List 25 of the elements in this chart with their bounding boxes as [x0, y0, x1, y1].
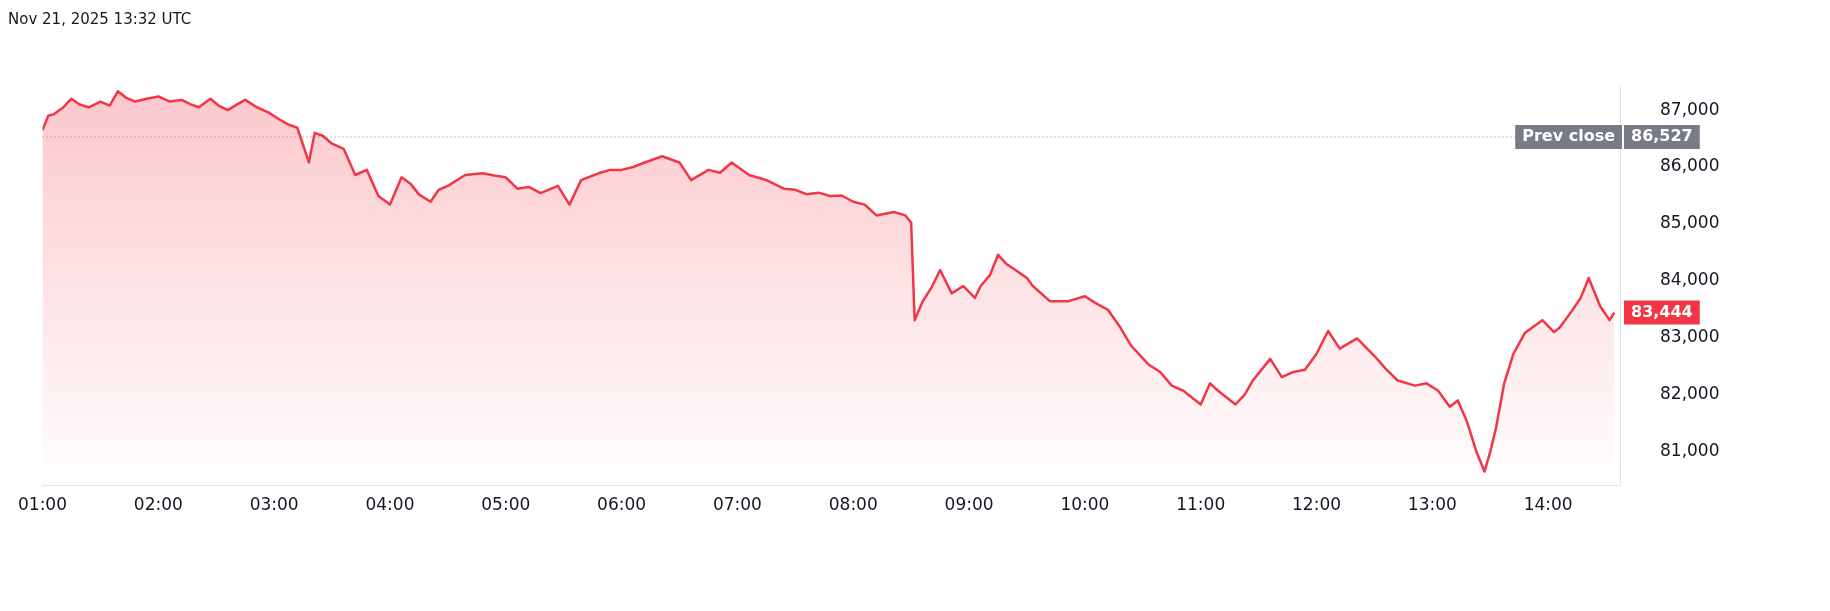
x-tick-label: 01:00: [18, 494, 67, 515]
y-tick-label: 86,000: [1660, 155, 1720, 176]
x-tick-label: 05:00: [481, 494, 531, 515]
chart-title: Nov 21, 2025 13:32 UTC: [8, 9, 193, 30]
x-tick-label: 09:00: [944, 494, 994, 515]
x-tick-label: 10:00: [1060, 494, 1110, 515]
y-tick-label: 81,000: [1660, 440, 1720, 461]
annotation: 83,444: [1631, 301, 1693, 321]
y-tick-label: 84,000: [1660, 269, 1720, 290]
x-tick-label: 13:00: [1407, 494, 1457, 515]
x-tick-label: 11:00: [1176, 494, 1226, 515]
y-tick-label: 83,000: [1660, 326, 1720, 347]
x-tick-label: 02:00: [133, 494, 183, 515]
x-tick-label: 12:00: [1292, 494, 1342, 515]
x-tick-label: 03:00: [249, 494, 299, 515]
y-tick-label: 87,000: [1660, 98, 1720, 119]
x-tick-label: 07:00: [712, 494, 762, 515]
y-tick-label: 85,000: [1660, 212, 1720, 233]
x-tick-label: 04:00: [365, 494, 415, 515]
ref-line-label: Prev close: [1522, 126, 1616, 146]
y-tick-label: 82,000: [1660, 383, 1720, 404]
annotation: 86,527: [1631, 126, 1693, 146]
x-tick-label: 06:00: [597, 494, 647, 515]
x-tick-label: 14:00: [1523, 494, 1573, 515]
x-tick-label: 08:00: [828, 494, 878, 515]
